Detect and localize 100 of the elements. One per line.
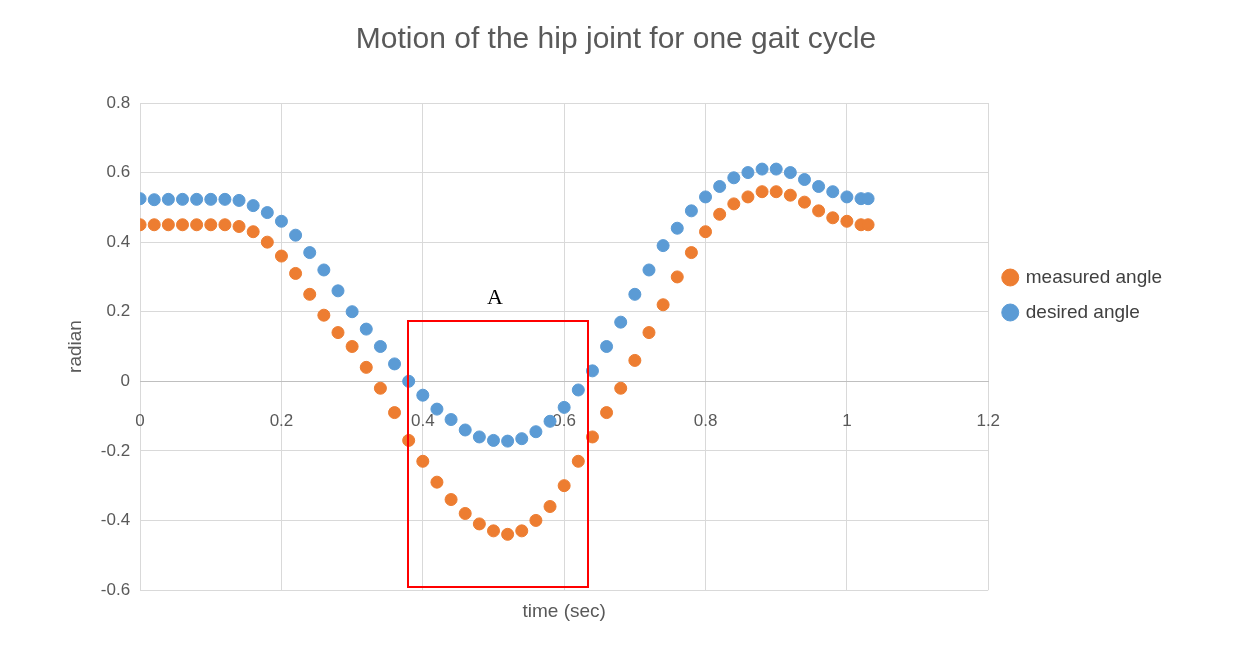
point <box>684 246 698 260</box>
y-tick-label: 0 <box>120 370 131 390</box>
point <box>458 506 472 520</box>
point <box>699 225 713 239</box>
point <box>628 287 642 301</box>
point <box>769 162 783 176</box>
point <box>274 214 288 228</box>
point <box>501 527 515 541</box>
point <box>699 190 713 204</box>
point <box>826 185 840 199</box>
point <box>161 218 175 232</box>
point <box>755 185 769 199</box>
x-tick-label: 1 <box>842 411 852 431</box>
point <box>727 197 741 211</box>
point <box>289 266 303 280</box>
x-axis-title: time (sec) <box>522 599 606 621</box>
point <box>289 228 303 242</box>
point <box>515 524 529 538</box>
point <box>218 192 232 206</box>
point <box>501 434 515 448</box>
point <box>812 204 826 218</box>
point <box>826 211 840 225</box>
point <box>797 173 811 187</box>
point <box>359 360 373 374</box>
point <box>303 246 317 260</box>
x-tick-label: 0.4 <box>410 411 435 431</box>
point <box>571 454 585 468</box>
point <box>232 219 246 233</box>
x-tick-label: 0.2 <box>269 411 294 431</box>
y-axis-title: radian <box>63 320 85 373</box>
point <box>840 214 854 228</box>
x-tick-label: 0.8 <box>693 411 718 431</box>
point <box>147 193 161 207</box>
point <box>246 199 260 213</box>
point <box>430 402 444 416</box>
point <box>557 400 571 414</box>
chart-title: Motion of the hip joint for one gait cycle <box>355 21 877 55</box>
point <box>713 179 727 193</box>
point <box>176 218 189 232</box>
point <box>741 166 755 180</box>
point <box>161 192 175 206</box>
point <box>176 192 189 206</box>
point <box>713 207 727 221</box>
x-tick-label: 1.2 <box>976 411 1001 431</box>
y-tick-label: -0.2 <box>100 440 131 460</box>
point <box>642 263 656 277</box>
point <box>260 235 274 249</box>
point <box>218 218 232 232</box>
point <box>388 357 402 371</box>
point <box>797 195 811 209</box>
point <box>458 423 472 437</box>
annotation: A <box>486 284 504 310</box>
point <box>783 166 797 180</box>
point <box>345 305 359 319</box>
point <box>727 171 741 185</box>
legend-label: measured angle <box>1025 265 1163 287</box>
point <box>416 454 430 468</box>
point <box>783 188 797 202</box>
y-tick-label: -0.6 <box>100 579 131 599</box>
point <box>303 287 317 301</box>
point <box>529 425 543 439</box>
legend-label: desired angle <box>1025 300 1140 322</box>
point <box>317 308 331 322</box>
point <box>670 221 684 235</box>
point <box>840 190 854 204</box>
point <box>416 388 430 402</box>
y-tick-label: -0.4 <box>100 510 131 530</box>
point <box>628 353 642 367</box>
point <box>600 340 614 353</box>
point <box>331 284 345 298</box>
point <box>614 315 628 329</box>
point <box>486 524 500 538</box>
point <box>656 239 670 253</box>
point <box>147 218 161 232</box>
point <box>600 406 614 420</box>
y-tick-label: 0.4 <box>106 231 131 251</box>
point <box>755 162 769 176</box>
point <box>246 225 260 239</box>
point <box>274 249 288 263</box>
point <box>515 432 529 446</box>
point <box>232 193 246 207</box>
point <box>812 179 826 193</box>
point <box>656 298 670 312</box>
point <box>472 517 486 531</box>
point <box>317 263 331 277</box>
point <box>472 430 486 444</box>
point <box>557 479 571 493</box>
y-tick-label: 0.2 <box>106 301 131 321</box>
point <box>670 270 684 284</box>
point <box>204 218 218 232</box>
point <box>345 340 359 353</box>
point <box>444 493 458 507</box>
point <box>190 192 204 206</box>
point <box>373 340 387 353</box>
point <box>642 326 656 340</box>
point <box>388 406 402 420</box>
point <box>444 413 458 427</box>
point <box>373 381 387 395</box>
point <box>614 381 628 395</box>
point <box>190 218 204 232</box>
